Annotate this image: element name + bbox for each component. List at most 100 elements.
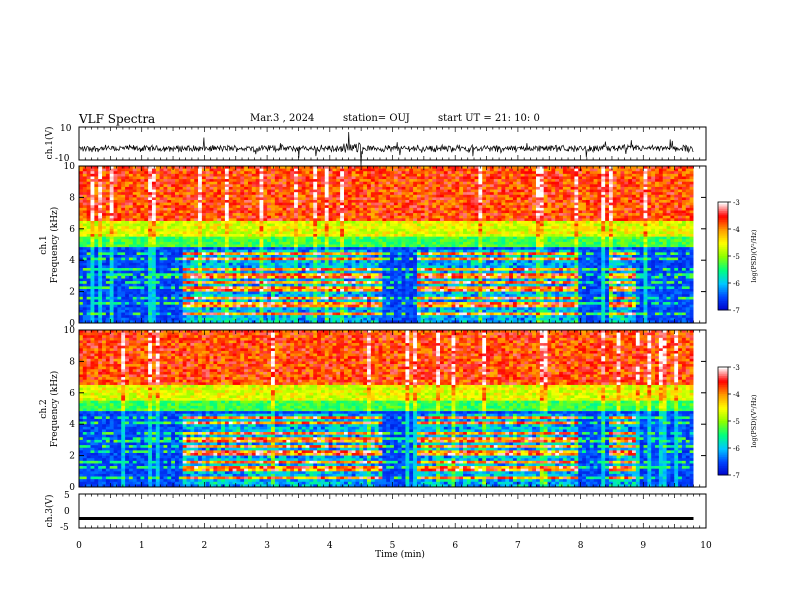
colorbar-segment bbox=[718, 397, 728, 400]
spec-ytick-label: 4 bbox=[69, 256, 75, 266]
colorbar-segment bbox=[718, 277, 728, 280]
x-tick-label: 4 bbox=[327, 541, 333, 551]
x-tick-label: 6 bbox=[452, 541, 458, 551]
x-tick-label: 3 bbox=[264, 541, 270, 551]
colorbar-label: log(PSD)(V²/Hz) bbox=[750, 394, 758, 447]
ch1-ytick-top: 10 bbox=[60, 124, 72, 134]
colorbar-segment bbox=[718, 270, 728, 273]
colorbar-segment bbox=[718, 453, 728, 456]
colorbar-segment bbox=[718, 381, 728, 384]
colorbar-tick-label: -4 bbox=[733, 226, 740, 234]
colorbar-segment bbox=[718, 413, 728, 416]
colorbar-segment bbox=[718, 229, 728, 232]
colorbar-segment bbox=[718, 428, 728, 431]
colorbar-segment bbox=[718, 212, 728, 215]
ch2-spec-yticks: 0 2 4 6 8 10 bbox=[64, 326, 706, 493]
ch1-spec-ylabel: ch.1 bbox=[39, 235, 49, 254]
colorbar-segment bbox=[718, 301, 728, 304]
colorbar-segment bbox=[718, 422, 728, 425]
colorbar-segment bbox=[718, 293, 728, 296]
spec-ytick-label: 10 bbox=[64, 326, 76, 336]
colorbar-segment bbox=[718, 306, 728, 309]
colorbar-segment bbox=[718, 460, 728, 463]
colorbar-tick-label: -7 bbox=[733, 472, 740, 480]
colorbar-segment bbox=[718, 433, 728, 436]
start-ut-label: start UT = 21: 10: 0 bbox=[438, 113, 540, 124]
ch1-ytick-bottom: -10 bbox=[55, 154, 70, 164]
ch2-spectrogram-panel: 0 2 4 6 8 10 ch.2 Frequency (kHz) bbox=[39, 326, 707, 493]
colorbar-segment bbox=[718, 243, 728, 246]
colorbar-segment bbox=[718, 254, 728, 257]
ch1-spectrogram-image bbox=[79, 166, 706, 324]
x-axis-label: Time (min) bbox=[375, 549, 425, 560]
colorbar-segment bbox=[718, 248, 728, 251]
spec-ytick-label: 6 bbox=[69, 225, 75, 235]
colorbar-segment bbox=[718, 408, 728, 411]
x-tick-label: 9 bbox=[640, 541, 646, 551]
colorbar-segment bbox=[718, 304, 728, 307]
colorbar-segment bbox=[718, 455, 728, 458]
colorbar-segment bbox=[718, 370, 728, 373]
ch3-waveform-panel: 5 0 -5 ch.3(V) bbox=[44, 491, 707, 533]
colorbar-segment bbox=[718, 419, 728, 422]
colorbar-tick-label: -3 bbox=[733, 364, 740, 372]
colorbar-segment bbox=[718, 263, 728, 266]
colorbar-segment bbox=[718, 377, 728, 380]
colorbar-segment bbox=[718, 261, 728, 264]
x-tick-label: 1 bbox=[139, 541, 145, 551]
colorbar-segment bbox=[718, 424, 728, 427]
colorbar-segment bbox=[718, 230, 728, 233]
colorbar-segment bbox=[718, 236, 728, 239]
colorbar-segment bbox=[718, 220, 728, 223]
colorbar-segment bbox=[718, 281, 728, 284]
colorbar-segment bbox=[718, 442, 728, 445]
colorbar-segment bbox=[718, 227, 728, 230]
colorbar-segment bbox=[718, 308, 728, 311]
ch1-waveform-panel: 10 -10 ch.1(V) bbox=[44, 124, 707, 166]
colorbar-segment bbox=[718, 410, 728, 413]
colorbar-segment bbox=[718, 256, 728, 259]
colorbar-segment bbox=[718, 421, 728, 424]
colorbar-segment bbox=[718, 403, 728, 406]
spec-ytick-label: 10 bbox=[64, 162, 76, 172]
colorbar-segment bbox=[718, 279, 728, 282]
colorbar-segment bbox=[718, 446, 728, 449]
colorbar-segment bbox=[718, 211, 728, 214]
spec-ytick-label: 6 bbox=[69, 389, 75, 399]
colorbar-segment bbox=[718, 295, 728, 298]
colorbar-segment bbox=[718, 467, 728, 470]
colorbar-segment bbox=[718, 448, 728, 451]
colorbar-segment bbox=[718, 238, 728, 241]
colorbar-segment bbox=[718, 466, 728, 469]
colorbar-tick-label: -3 bbox=[733, 199, 740, 207]
x-tick-label: 10 bbox=[700, 541, 712, 551]
spec-ytick-label: 0 bbox=[69, 319, 75, 329]
spec-ytick-label: 8 bbox=[69, 193, 75, 203]
colorbar-segment bbox=[718, 473, 728, 476]
spec-ytick-label: 2 bbox=[69, 452, 75, 462]
colorbar-segment bbox=[718, 399, 728, 402]
colorbar-segment bbox=[718, 247, 728, 250]
colorbar-segment bbox=[718, 390, 728, 393]
colorbar-segment bbox=[718, 288, 728, 291]
colorbar-segment bbox=[718, 392, 728, 395]
colorbar-segment bbox=[718, 430, 728, 433]
colorbar-segment bbox=[718, 379, 728, 382]
colorbar-segment bbox=[718, 252, 728, 255]
colorbar-segment bbox=[718, 471, 728, 474]
x-tick-label: 0 bbox=[76, 541, 82, 551]
x-tick-label: 8 bbox=[578, 541, 584, 551]
ch2-spec-ylabel2: Frequency (kHz) bbox=[49, 371, 60, 448]
colorbar-segment bbox=[718, 274, 728, 277]
colorbar-segment bbox=[718, 457, 728, 460]
colorbar-tick-label: -7 bbox=[733, 307, 740, 315]
colorbar-segment bbox=[718, 284, 728, 287]
colorbar-segment bbox=[718, 239, 728, 242]
ch1-spec-yticks: 0 2 4 6 8 10 bbox=[64, 162, 706, 329]
spec-ytick-label: 8 bbox=[69, 357, 75, 367]
colorbar-segment bbox=[718, 435, 728, 438]
colorbar-segment bbox=[718, 372, 728, 375]
colorbar-segment bbox=[718, 449, 728, 452]
colorbar-segment bbox=[718, 368, 728, 371]
